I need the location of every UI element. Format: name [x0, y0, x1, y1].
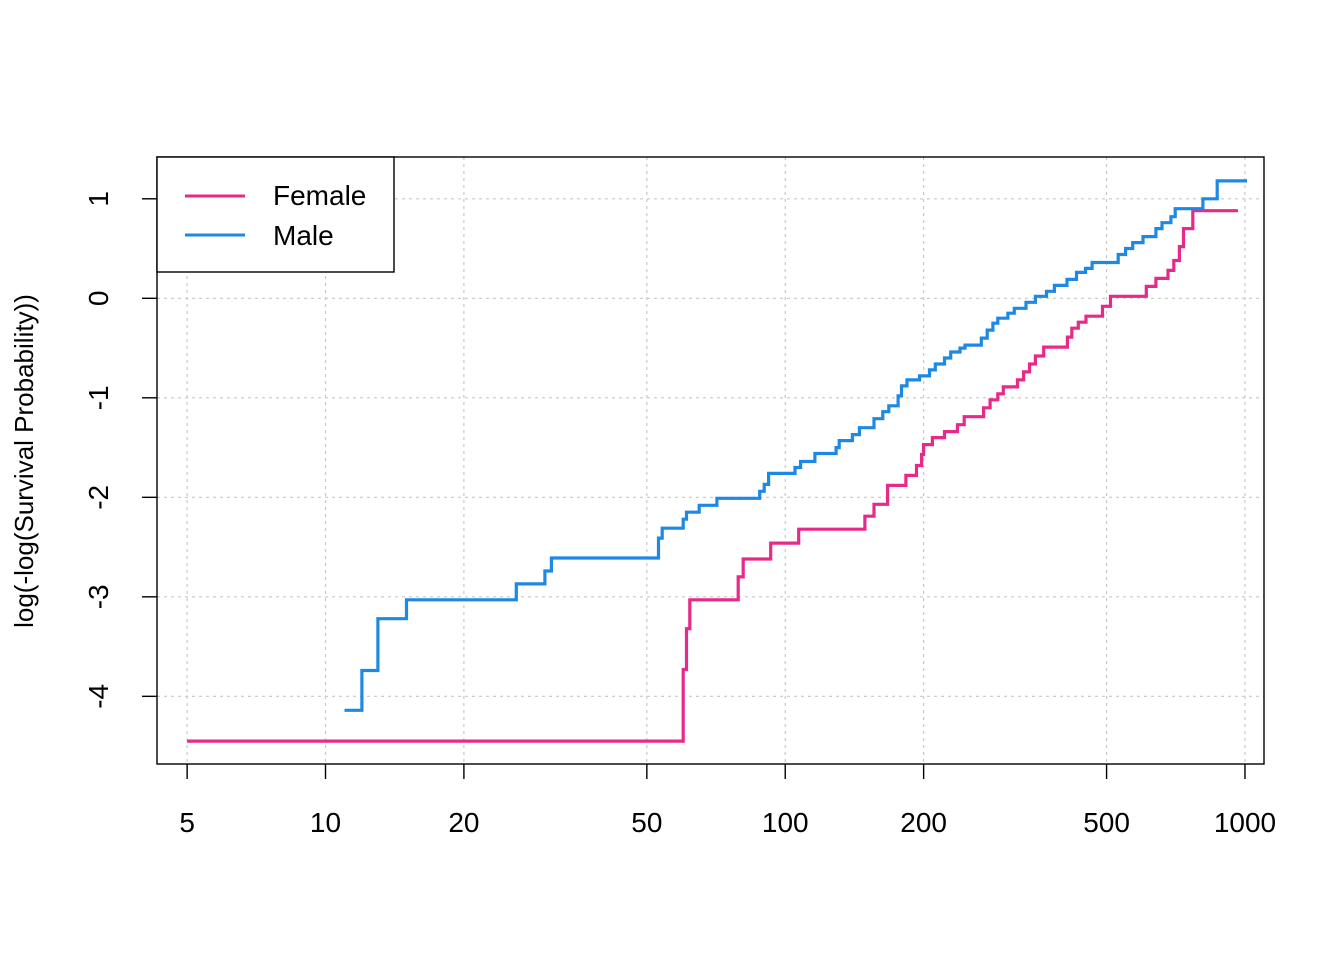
legend-box: [156, 156, 395, 273]
x-axis: 5 10 20 50 100 200 500 1000: [179, 764, 1276, 838]
x-tick-label: 500: [1083, 807, 1130, 838]
plot-frame: [156, 156, 1265, 765]
x-tick-label: 200: [900, 807, 947, 838]
x-tick-label: 100: [762, 807, 809, 838]
y-tick-label: 1: [83, 191, 114, 207]
x-tick-label: 10: [310, 807, 341, 838]
legend-label-male: Male: [273, 220, 334, 251]
x-tick-label: 1000: [1214, 807, 1276, 838]
y-axis-title: log(-log(Survival Probability)): [9, 294, 39, 628]
y-tick-label: -4: [83, 684, 114, 709]
y-tick-label: -3: [83, 584, 114, 609]
series-line-male: [344, 179, 1247, 712]
x-tick-label: 50: [631, 807, 662, 838]
legend-label-female: Female: [273, 180, 366, 211]
x-tick-label: 5: [179, 807, 195, 838]
y-tick-label: -1: [83, 385, 114, 410]
x-tick-label: 20: [448, 807, 479, 838]
legend: Female Male: [156, 156, 395, 273]
series-layer: [187, 179, 1247, 743]
series-line-female: [187, 209, 1238, 743]
y-axis: -4 -3 -2 -1 0 1: [83, 191, 157, 709]
y-tick-label: -2: [83, 485, 114, 510]
y-tick-label: 0: [83, 291, 114, 307]
